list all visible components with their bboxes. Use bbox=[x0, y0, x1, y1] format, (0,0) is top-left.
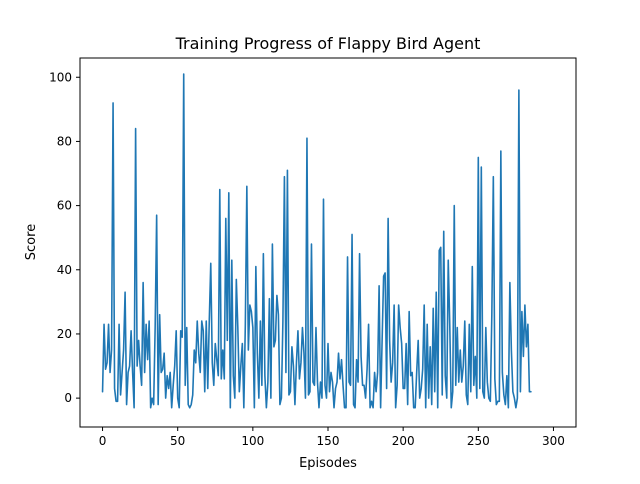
y-tick-label: 60 bbox=[57, 199, 72, 213]
x-tick-label: 100 bbox=[241, 434, 264, 448]
x-tick-label: 50 bbox=[170, 434, 185, 448]
plot-area-frame bbox=[79, 57, 577, 428]
x-tick-label: 200 bbox=[392, 434, 415, 448]
axis-ticks: 0 50 100 150 200 250 300 0 20 40 60 80 100 bbox=[49, 70, 565, 448]
x-axis-label: Episodes bbox=[299, 456, 357, 471]
x-tick-label: 250 bbox=[467, 434, 490, 448]
y-axis-label: Score bbox=[24, 224, 39, 260]
x-tick-label: 150 bbox=[317, 434, 340, 448]
y-tick-label: 80 bbox=[57, 134, 72, 148]
y-tick-label: 100 bbox=[49, 70, 72, 84]
series-line bbox=[101, 73, 532, 409]
x-tick-label: 300 bbox=[542, 434, 565, 448]
x-tick-label: 0 bbox=[99, 434, 107, 448]
chart-title: Training Progress of Flappy Bird Agent bbox=[175, 34, 481, 53]
y-tick-label: 40 bbox=[57, 263, 72, 277]
y-tick-label: 20 bbox=[57, 327, 72, 341]
y-tick-label: 0 bbox=[64, 391, 72, 405]
